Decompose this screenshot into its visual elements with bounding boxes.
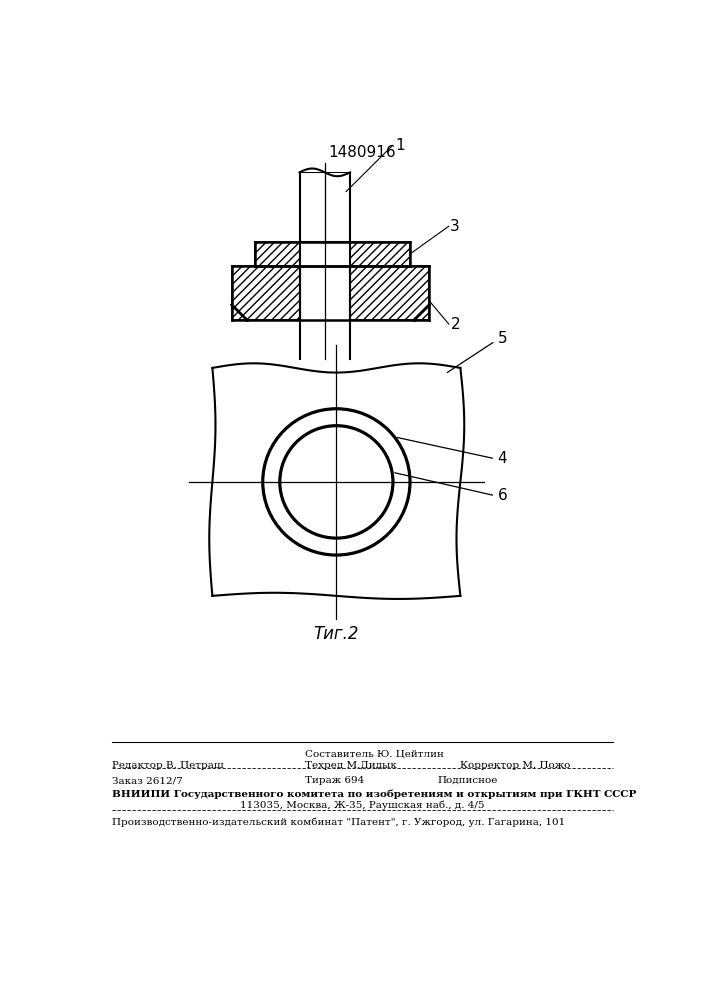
Text: 3: 3	[450, 219, 460, 234]
Text: 4: 4	[498, 451, 507, 466]
Text: Техред М.Дидык: Техред М.Дидык	[305, 761, 397, 770]
Bar	[300, 172, 350, 242]
Text: 2: 2	[451, 317, 461, 332]
Text: Редактор В. Петраш: Редактор В. Петраш	[112, 761, 223, 770]
Text: Составитель Ю. Цейтлин: Составитель Ю. Цейтлин	[305, 749, 444, 758]
Text: 6: 6	[498, 488, 508, 503]
Text: 5: 5	[498, 331, 507, 346]
Text: Τиг.2: Τиг.2	[314, 625, 359, 643]
Bar	[350, 266, 429, 320]
Text: Корректор М. Пожо: Корректор М. Пожо	[460, 761, 571, 770]
Bar	[232, 266, 300, 320]
Circle shape	[281, 426, 392, 537]
Text: Тираж 694: Тираж 694	[305, 776, 365, 785]
Text: 1480916: 1480916	[328, 145, 396, 160]
Bar	[300, 241, 350, 267]
Bar	[299, 166, 351, 172]
Text: ВНИИПИ Государственного комитета по изобретениям и открытиям при ГКНТ СССР: ВНИИПИ Государственного комитета по изоб…	[112, 789, 636, 799]
Text: 113035, Москва, Ж-35, Раушская наб., д. 4/5: 113035, Москва, Ж-35, Раушская наб., д. …	[240, 801, 484, 810]
Bar	[350, 242, 410, 266]
Bar	[300, 266, 350, 363]
Text: 1: 1	[395, 138, 404, 153]
Text: Подписное: Подписное	[437, 776, 498, 785]
Bar	[255, 242, 300, 266]
Text: Заказ 2612/7: Заказ 2612/7	[112, 776, 182, 785]
Text: Производственно-издательский комбинат "Патент", г. Ужгород, ул. Гагарина, 101: Производственно-издательский комбинат "П…	[112, 818, 565, 827]
Text: Τиг.1: Τиг.1	[302, 336, 348, 354]
